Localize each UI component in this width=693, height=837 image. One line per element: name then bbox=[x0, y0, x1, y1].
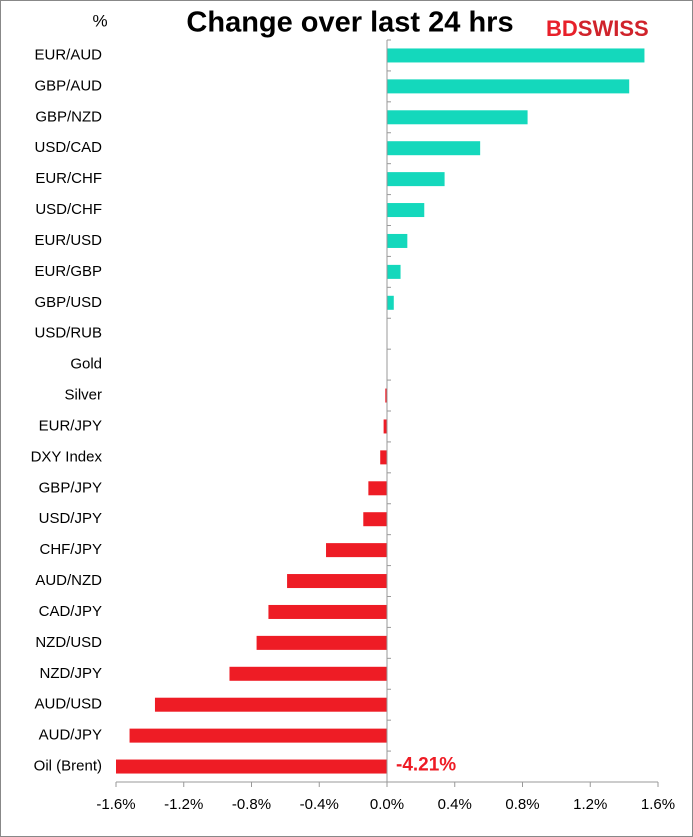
y-tick-label: GBP/AUD bbox=[34, 77, 102, 94]
bar bbox=[387, 141, 481, 156]
bar bbox=[387, 172, 445, 187]
logo: BDSWISS bbox=[546, 16, 649, 41]
bar bbox=[287, 574, 387, 589]
bar bbox=[387, 233, 408, 248]
bar bbox=[154, 697, 387, 712]
y-tick-label: CAD/JPY bbox=[39, 603, 102, 620]
bar bbox=[387, 48, 645, 63]
y-tick-label: EUR/AUD bbox=[34, 46, 102, 63]
y-tick-label: Silver bbox=[64, 387, 102, 404]
y-tick-label: GBP/NZD bbox=[35, 108, 102, 125]
bar bbox=[387, 264, 401, 279]
bar bbox=[326, 543, 387, 558]
x-tick-label: -0.4% bbox=[300, 796, 339, 813]
bar bbox=[363, 512, 387, 527]
unit-label: % bbox=[92, 11, 107, 30]
bar bbox=[380, 450, 387, 465]
y-tick-label: EUR/USD bbox=[34, 232, 102, 249]
y-tick-label: Oil (Brent) bbox=[34, 758, 102, 775]
y-tick-label: USD/CHF bbox=[35, 201, 102, 218]
y-tick-label: Gold bbox=[70, 356, 102, 373]
logo-left: BD bbox=[546, 16, 578, 41]
logo-right: SWISS bbox=[578, 16, 649, 41]
y-tick-label: CHF/JPY bbox=[39, 541, 102, 558]
data-label: -4.21% bbox=[396, 755, 456, 776]
bar bbox=[129, 728, 388, 743]
y-tick-label: EUR/JPY bbox=[39, 417, 102, 434]
x-tick-label: 0.8% bbox=[505, 796, 539, 813]
x-tick-label: 1.6% bbox=[641, 796, 675, 813]
y-tick-label: GBP/USD bbox=[34, 294, 102, 311]
x-tick-label: -1.6% bbox=[96, 796, 135, 813]
y-tick-label: USD/JPY bbox=[39, 510, 102, 527]
y-tick-label: AUD/USD bbox=[34, 696, 102, 713]
x-tick-label: 0.4% bbox=[438, 796, 472, 813]
bar bbox=[385, 388, 387, 403]
y-tick-label: AUD/JPY bbox=[39, 727, 102, 744]
y-tick-label: NZD/JPY bbox=[39, 665, 102, 682]
bar bbox=[383, 419, 387, 434]
y-tick-label: USD/CAD bbox=[34, 139, 102, 156]
y-tick-label: EUR/GBP bbox=[34, 263, 102, 280]
bar bbox=[229, 666, 387, 681]
y-tick-label: EUR/CHF bbox=[35, 170, 102, 187]
y-tick-label: NZD/USD bbox=[35, 634, 102, 651]
bar bbox=[387, 203, 425, 218]
bar bbox=[387, 79, 630, 94]
y-tick-label: DXY Index bbox=[31, 448, 103, 465]
x-tick-label: -0.8% bbox=[232, 796, 271, 813]
bar bbox=[387, 295, 394, 310]
bar bbox=[387, 110, 528, 125]
x-tick-label: 0.0% bbox=[370, 796, 404, 813]
bar bbox=[268, 604, 387, 619]
bar bbox=[116, 759, 387, 774]
y-tick-label: USD/RUB bbox=[34, 325, 102, 342]
chart-title: Change over last 24 hrs bbox=[186, 7, 513, 39]
y-tick-label: AUD/NZD bbox=[35, 572, 102, 589]
bar bbox=[256, 635, 387, 650]
x-tick-label: -1.2% bbox=[164, 796, 203, 813]
x-tick-label: 1.2% bbox=[573, 796, 607, 813]
y-tick-label: GBP/JPY bbox=[39, 479, 102, 496]
bars bbox=[116, 48, 645, 774]
bar bbox=[368, 481, 387, 496]
